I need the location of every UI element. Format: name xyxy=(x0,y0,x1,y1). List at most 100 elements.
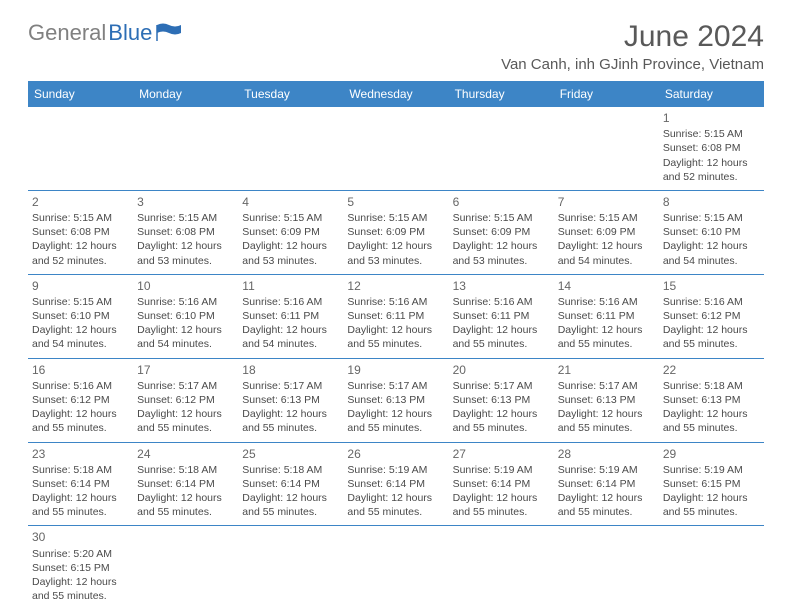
brand-logo: General Blue xyxy=(28,20,182,46)
calendar-week-row: 23Sunrise: 5:18 AMSunset: 6:14 PMDayligh… xyxy=(28,442,764,526)
calendar-day-cell: 4Sunrise: 5:15 AMSunset: 6:09 PMDaylight… xyxy=(238,190,343,274)
location-text: Van Canh, inh GJinh Province, Vietnam xyxy=(501,56,764,73)
calendar-day-cell: 29Sunrise: 5:19 AMSunset: 6:15 PMDayligh… xyxy=(659,442,764,526)
calendar-day-cell: 14Sunrise: 5:16 AMSunset: 6:11 PMDayligh… xyxy=(554,274,659,358)
calendar-empty-cell xyxy=(133,526,238,609)
weekday-header: Friday xyxy=(554,81,659,107)
daylight-line: Daylight: 12 hours and 55 minutes. xyxy=(558,491,655,519)
sunset-line: Sunset: 6:13 PM xyxy=(453,393,550,407)
sunrise-line: Sunrise: 5:17 AM xyxy=(558,379,655,393)
sunrise-line: Sunrise: 5:19 AM xyxy=(453,463,550,477)
calendar-day-cell: 9Sunrise: 5:15 AMSunset: 6:10 PMDaylight… xyxy=(28,274,133,358)
day-number: 20 xyxy=(453,362,550,378)
day-number: 2 xyxy=(32,194,129,210)
daylight-line: Daylight: 12 hours and 55 minutes. xyxy=(347,491,444,519)
weekday-header: Saturday xyxy=(659,81,764,107)
sunrise-line: Sunrise: 5:15 AM xyxy=(32,211,129,225)
day-number: 12 xyxy=(347,278,444,294)
calendar-empty-cell xyxy=(449,107,554,190)
day-number: 4 xyxy=(242,194,339,210)
calendar-day-cell: 7Sunrise: 5:15 AMSunset: 6:09 PMDaylight… xyxy=(554,190,659,274)
daylight-line: Daylight: 12 hours and 55 minutes. xyxy=(453,323,550,351)
daylight-line: Daylight: 12 hours and 55 minutes. xyxy=(453,491,550,519)
daylight-line: Daylight: 12 hours and 55 minutes. xyxy=(32,575,129,603)
sunset-line: Sunset: 6:12 PM xyxy=(32,393,129,407)
sunset-line: Sunset: 6:12 PM xyxy=(663,309,760,323)
sunset-line: Sunset: 6:10 PM xyxy=(32,309,129,323)
day-number: 21 xyxy=(558,362,655,378)
day-number: 19 xyxy=(347,362,444,378)
sunset-line: Sunset: 6:14 PM xyxy=(242,477,339,491)
calendar-day-cell: 20Sunrise: 5:17 AMSunset: 6:13 PMDayligh… xyxy=(449,358,554,442)
calendar-day-cell: 27Sunrise: 5:19 AMSunset: 6:14 PMDayligh… xyxy=(449,442,554,526)
sunrise-line: Sunrise: 5:16 AM xyxy=(453,295,550,309)
day-number: 27 xyxy=(453,446,550,462)
daylight-line: Daylight: 12 hours and 54 minutes. xyxy=(32,323,129,351)
calendar-day-cell: 15Sunrise: 5:16 AMSunset: 6:12 PMDayligh… xyxy=(659,274,764,358)
calendar-day-cell: 26Sunrise: 5:19 AMSunset: 6:14 PMDayligh… xyxy=(343,442,448,526)
calendar-day-cell: 21Sunrise: 5:17 AMSunset: 6:13 PMDayligh… xyxy=(554,358,659,442)
sunset-line: Sunset: 6:09 PM xyxy=(347,225,444,239)
calendar-empty-cell xyxy=(659,526,764,609)
calendar-empty-cell xyxy=(449,526,554,609)
day-number: 18 xyxy=(242,362,339,378)
weekday-header: Tuesday xyxy=(238,81,343,107)
daylight-line: Daylight: 12 hours and 55 minutes. xyxy=(137,491,234,519)
day-number: 17 xyxy=(137,362,234,378)
calendar-body: 1Sunrise: 5:15 AMSunset: 6:08 PMDaylight… xyxy=(28,107,764,609)
calendar-day-cell: 1Sunrise: 5:15 AMSunset: 6:08 PMDaylight… xyxy=(659,107,764,190)
sunset-line: Sunset: 6:11 PM xyxy=(242,309,339,323)
calendar-day-cell: 3Sunrise: 5:15 AMSunset: 6:08 PMDaylight… xyxy=(133,190,238,274)
daylight-line: Daylight: 12 hours and 53 minutes. xyxy=(137,239,234,267)
sunrise-line: Sunrise: 5:15 AM xyxy=(663,211,760,225)
calendar-empty-cell xyxy=(238,107,343,190)
sunset-line: Sunset: 6:14 PM xyxy=(347,477,444,491)
sunset-line: Sunset: 6:13 PM xyxy=(347,393,444,407)
calendar-day-cell: 5Sunrise: 5:15 AMSunset: 6:09 PMDaylight… xyxy=(343,190,448,274)
day-number: 3 xyxy=(137,194,234,210)
sunset-line: Sunset: 6:09 PM xyxy=(242,225,339,239)
calendar-day-cell: 11Sunrise: 5:16 AMSunset: 6:11 PMDayligh… xyxy=(238,274,343,358)
day-number: 13 xyxy=(453,278,550,294)
daylight-line: Daylight: 12 hours and 52 minutes. xyxy=(663,156,760,184)
day-number: 29 xyxy=(663,446,760,462)
day-number: 14 xyxy=(558,278,655,294)
daylight-line: Daylight: 12 hours and 55 minutes. xyxy=(663,491,760,519)
calendar-day-cell: 22Sunrise: 5:18 AMSunset: 6:13 PMDayligh… xyxy=(659,358,764,442)
daylight-line: Daylight: 12 hours and 54 minutes. xyxy=(137,323,234,351)
daylight-line: Daylight: 12 hours and 55 minutes. xyxy=(347,407,444,435)
calendar-day-cell: 19Sunrise: 5:17 AMSunset: 6:13 PMDayligh… xyxy=(343,358,448,442)
sunrise-line: Sunrise: 5:15 AM xyxy=(137,211,234,225)
sunset-line: Sunset: 6:08 PM xyxy=(663,141,760,155)
sunset-line: Sunset: 6:11 PM xyxy=(558,309,655,323)
calendar-empty-cell xyxy=(238,526,343,609)
sunrise-line: Sunrise: 5:19 AM xyxy=(663,463,760,477)
calendar-day-cell: 25Sunrise: 5:18 AMSunset: 6:14 PMDayligh… xyxy=(238,442,343,526)
sunrise-line: Sunrise: 5:18 AM xyxy=(663,379,760,393)
day-number: 28 xyxy=(558,446,655,462)
sunset-line: Sunset: 6:15 PM xyxy=(663,477,760,491)
sunrise-line: Sunrise: 5:19 AM xyxy=(347,463,444,477)
weekday-row: SundayMondayTuesdayWednesdayThursdayFrid… xyxy=(28,81,764,107)
calendar-empty-cell xyxy=(343,526,448,609)
sunset-line: Sunset: 6:13 PM xyxy=(663,393,760,407)
calendar-day-cell: 30Sunrise: 5:20 AMSunset: 6:15 PMDayligh… xyxy=(28,526,133,609)
daylight-line: Daylight: 12 hours and 54 minutes. xyxy=(558,239,655,267)
calendar-week-row: 2Sunrise: 5:15 AMSunset: 6:08 PMDaylight… xyxy=(28,190,764,274)
sunset-line: Sunset: 6:14 PM xyxy=(32,477,129,491)
sunset-line: Sunset: 6:10 PM xyxy=(663,225,760,239)
day-number: 11 xyxy=(242,278,339,294)
daylight-line: Daylight: 12 hours and 55 minutes. xyxy=(137,407,234,435)
daylight-line: Daylight: 12 hours and 53 minutes. xyxy=(242,239,339,267)
sunrise-line: Sunrise: 5:15 AM xyxy=(242,211,339,225)
calendar-head: SundayMondayTuesdayWednesdayThursdayFrid… xyxy=(28,81,764,107)
daylight-line: Daylight: 12 hours and 55 minutes. xyxy=(453,407,550,435)
calendar-day-cell: 18Sunrise: 5:17 AMSunset: 6:13 PMDayligh… xyxy=(238,358,343,442)
sunset-line: Sunset: 6:08 PM xyxy=(32,225,129,239)
day-number: 9 xyxy=(32,278,129,294)
calendar-empty-cell xyxy=(554,107,659,190)
daylight-line: Daylight: 12 hours and 55 minutes. xyxy=(558,407,655,435)
calendar-day-cell: 6Sunrise: 5:15 AMSunset: 6:09 PMDaylight… xyxy=(449,190,554,274)
day-number: 7 xyxy=(558,194,655,210)
day-number: 1 xyxy=(663,110,760,126)
